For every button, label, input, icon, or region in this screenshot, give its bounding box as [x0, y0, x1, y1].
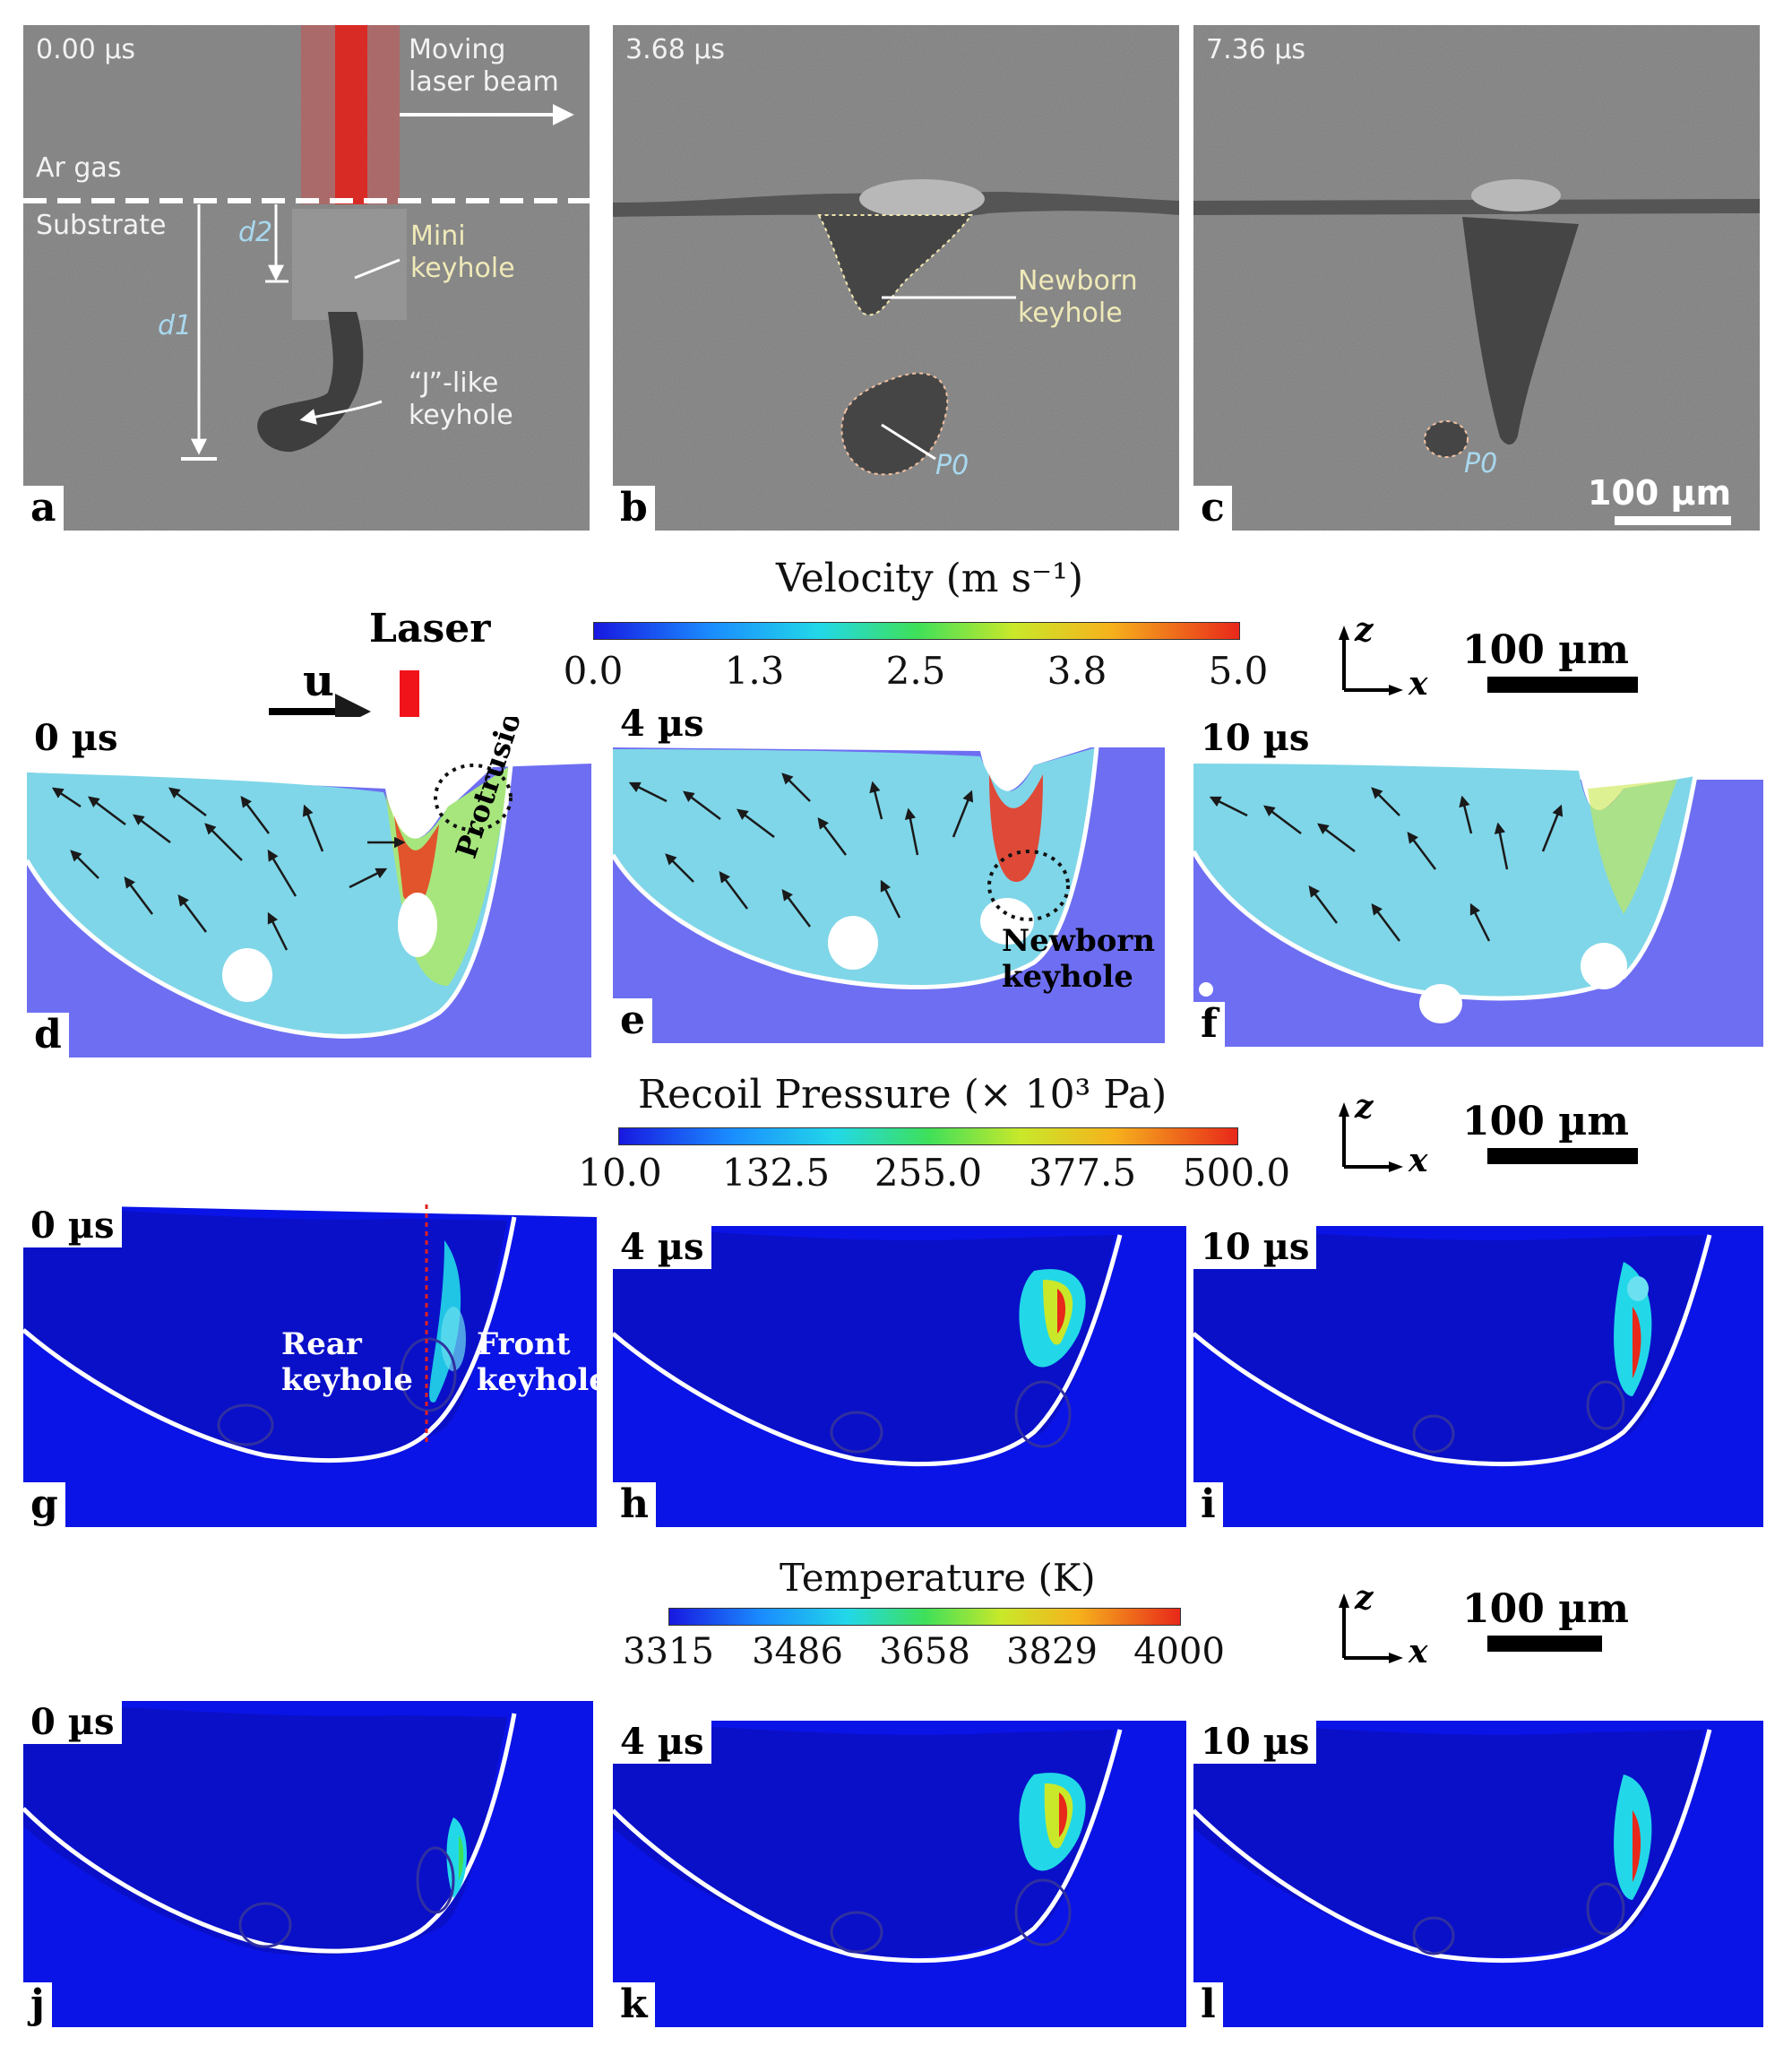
panel-label: g [23, 1482, 65, 1527]
j-keyhole-label: “J”-like keyhole [409, 367, 513, 431]
axis-z-label: z [1355, 1579, 1374, 1617]
panel-label: h [613, 1482, 656, 1527]
colorbar-tick: 3829 [1006, 1631, 1098, 1672]
colorbar-tick: 3.8 [1047, 649, 1107, 693]
panel-c: 7.36 µs P0 100 µm c [1193, 25, 1760, 531]
panel-b: 3.68 µs Newborn keyhole P0 b [613, 25, 1179, 531]
colorbar-tick: 3486 [752, 1631, 843, 1672]
panel-l: 10 µs l [1193, 1721, 1763, 2027]
colorbar-tick: 4000 [1133, 1631, 1225, 1672]
d1-label: d1 [158, 310, 193, 341]
colorbar-tick: 255.0 [874, 1151, 983, 1195]
axis-z-label: z [1355, 611, 1374, 649]
panel-label: i [1193, 1482, 1223, 1527]
colorbar [618, 1127, 1238, 1145]
time-label: 0 µs [23, 1701, 122, 1744]
scale-bar: 100 µm [1462, 627, 1638, 693]
time-label: 0 µs [23, 1204, 122, 1247]
panel-label: f [1193, 1002, 1225, 1047]
time-label: 0 µs [27, 717, 125, 760]
axis-triad: z x [1337, 1579, 1428, 1670]
time-label: 4 µs [613, 1721, 711, 1764]
panel-j: 0 µs j [23, 1701, 593, 2027]
colorbar-title: Velocity (m s⁻¹) [776, 556, 1084, 601]
panel-h: 4 µs h [613, 1226, 1186, 1527]
colorbar-tick: 132.5 [721, 1151, 831, 1195]
time-label: 10 µs [1193, 1721, 1317, 1764]
colorbar-tick: 3315 [623, 1631, 714, 1672]
panel-label: b [613, 486, 655, 531]
colorbar-title: Recoil Pressure (× 10³ Pa) [638, 1072, 1167, 1118]
panel-label: d [27, 1013, 69, 1058]
colorbar-tick: 0.0 [563, 649, 624, 693]
velocity-u-label: u [303, 656, 334, 706]
colorbar [668, 1608, 1181, 1626]
time-label: 3.68 µs [625, 34, 726, 65]
moving-laser-label: Moving laser beam [409, 34, 559, 98]
colorbar-title: Temperature (K) [780, 1556, 1096, 1600]
colorbar-tick: 377.5 [1028, 1151, 1137, 1195]
colorbar-tick: 3658 [879, 1631, 970, 1672]
panel-d: Protrusion 0 µs d [27, 717, 591, 1058]
ar-gas-label: Ar gas [36, 152, 122, 184]
panel-label: e [613, 998, 652, 1043]
time-label: 7.36 µs [1206, 34, 1306, 65]
colorbar-tick: 5.0 [1208, 649, 1269, 693]
time-label: 0.00 µs [36, 34, 136, 65]
panel-label: c [1193, 486, 1232, 531]
panel-i: 10 µs i [1193, 1226, 1763, 1527]
d2-label: d2 [238, 217, 273, 248]
colorbar [593, 622, 1240, 640]
axis-z-label: z [1355, 1088, 1374, 1126]
rear-keyhole-label: Rear keyhole [281, 1326, 413, 1398]
panel-k: 4 µs k [613, 1721, 1186, 2027]
panel-g: Rear keyhole Front keyhole 0 µs g [23, 1204, 597, 1527]
time-label: 4 µs [613, 703, 711, 746]
panel-label: l [1193, 1982, 1223, 2027]
axis-x-label: x [1409, 665, 1428, 703]
colorbar-tick: 500.0 [1182, 1151, 1291, 1195]
axis-triad: z x [1337, 1088, 1428, 1179]
colorbar-tick: 2.5 [885, 649, 946, 693]
scale-bar: 100 µm [1462, 1586, 1629, 1652]
laser-label: Laser [369, 606, 491, 652]
scale-bar: 100 µm [1462, 1099, 1638, 1164]
panel-f: 10 µs f [1193, 717, 1763, 1047]
colorbar-tick: 10.0 [578, 1151, 662, 1195]
time-label: 10 µs [1193, 1226, 1317, 1269]
axis-x-label: x [1409, 1142, 1428, 1179]
panel-label: k [613, 1982, 655, 2027]
axis-triad: z x [1337, 611, 1427, 703]
p0-label: P0 [1464, 448, 1498, 479]
newborn-keyhole-label: Newborn keyhole [1002, 923, 1156, 995]
panel-a: 0.00 µs Moving laser beam Ar gas Substrat… [23, 25, 590, 531]
panel-label: a [23, 486, 64, 531]
panel-label: j [23, 1982, 52, 2027]
time-label: 10 µs [1193, 717, 1317, 760]
panel-e: Newborn keyhole 4 µs e [613, 703, 1165, 1043]
time-label: 4 µs [613, 1226, 711, 1269]
front-keyhole-label: Front keyhole [477, 1326, 597, 1398]
p0-label: P0 [935, 450, 969, 481]
colorbar-tick: 1.3 [724, 649, 785, 693]
mini-keyhole-label: Mini keyhole [410, 220, 515, 284]
newborn-keyhole-label: Newborn keyhole [1018, 265, 1138, 329]
substrate-label: Substrate [36, 210, 167, 241]
axis-x-label: x [1409, 1633, 1428, 1670]
scale-bar: 100 µm [1588, 473, 1731, 525]
